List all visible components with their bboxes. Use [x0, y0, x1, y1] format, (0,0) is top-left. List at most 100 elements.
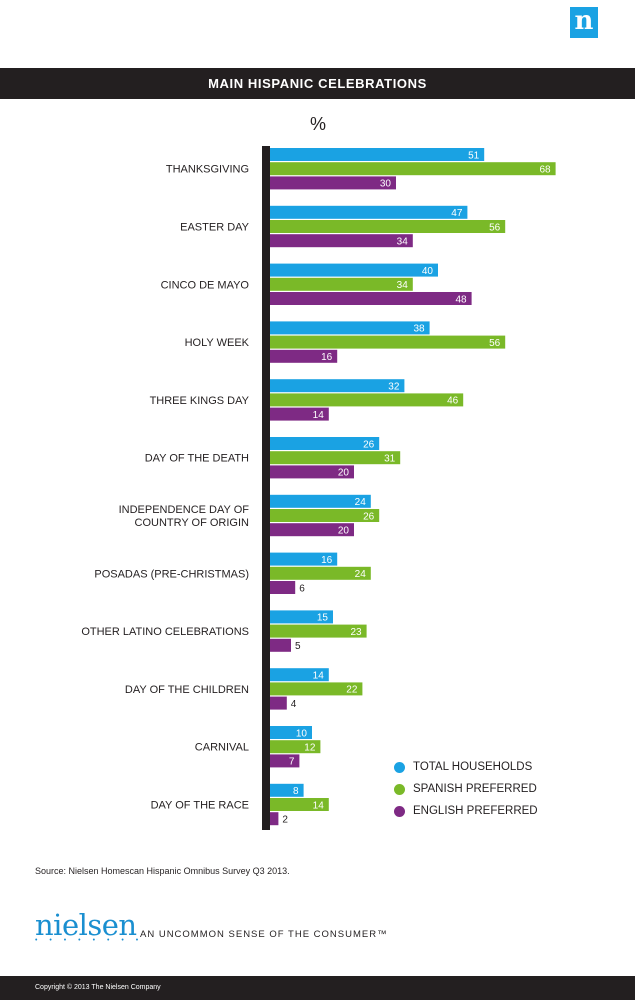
category-label-line: DAY OF THE RACE [151, 800, 249, 812]
data-label: 20 [338, 468, 350, 479]
category-label: THANKSGIVING [166, 164, 249, 176]
bar [270, 292, 472, 305]
bar [270, 349, 338, 363]
bar [270, 726, 312, 739]
data-label: 48 [455, 294, 467, 305]
category-label-line: POSADAS (PRE-CHRISTMAS) [94, 568, 249, 580]
bar [270, 407, 329, 421]
y-axis-line [262, 146, 270, 830]
bar [270, 465, 354, 479]
data-label: 8 [293, 786, 299, 797]
bar [270, 552, 338, 566]
category-label-line: DAY OF THE CHILDREN [125, 684, 249, 696]
data-label: 51 [468, 150, 480, 161]
category-label: DAY OF THE DEATH [145, 453, 249, 465]
category-label-line: DAY OF THE DEATH [145, 453, 249, 465]
category-label-line: CARNIVAL [195, 742, 249, 754]
category-label-line: INDEPENDENCE DAY OF [119, 504, 250, 516]
bar [270, 176, 396, 190]
data-label: 31 [384, 454, 396, 465]
data-label: 4 [291, 699, 297, 710]
legend-dot-spanish [394, 783, 405, 795]
category-label: INDEPENDENCE DAY OF COUNTRY OF ORIGIN [119, 504, 250, 529]
bar [270, 494, 371, 508]
legend-dot-english [394, 805, 405, 817]
bar [270, 451, 401, 465]
category-label-line: CINCO DE MAYO [161, 279, 250, 291]
legend-item-spanish: SPANISH PREFERRED [394, 778, 538, 800]
brand-dots: • • • • • • • • [35, 937, 144, 944]
category-label: EASTER DAY [180, 222, 250, 234]
legend-label-english: ENGLISH PREFERRED [413, 805, 538, 817]
bar [270, 523, 354, 537]
data-label: 68 [539, 165, 551, 176]
data-label: 14 [313, 410, 325, 421]
category-label: DAY OF THE RACE [151, 800, 249, 812]
data-label: 16 [321, 352, 333, 363]
category-label-line: EASTER DAY [180, 222, 250, 234]
data-label: 10 [296, 728, 308, 739]
bar [270, 812, 279, 826]
data-label: 7 [289, 757, 295, 768]
bar [270, 277, 413, 291]
bar [270, 566, 371, 580]
category-label: POSADAS (PRE-CHRISTMAS) [94, 568, 249, 580]
data-label: 14 [313, 800, 325, 811]
bar [270, 624, 367, 638]
bar [270, 220, 506, 233]
data-label: 34 [397, 237, 409, 248]
data-label: 34 [397, 280, 409, 291]
data-label: 56 [489, 338, 501, 349]
legend: TOTAL HOUSEHOLDS SPANISH PREFERRED ENGLI… [394, 756, 538, 822]
category-label-line: COUNTRY OF ORIGIN [135, 517, 250, 529]
source-note: Source: Nielsen Homescan Hispanic Omnibu… [35, 866, 290, 876]
bar [270, 668, 329, 682]
bar [270, 335, 506, 349]
data-label: 38 [413, 324, 425, 335]
category-label: THREE KINGS DAY [150, 395, 250, 407]
bar [270, 783, 304, 797]
category-label: OTHER LATINO CELEBRATIONS [81, 626, 249, 638]
bar [270, 205, 468, 219]
legend-label-total: TOTAL HOUSEHOLDS [413, 761, 533, 773]
data-label: 15 [317, 613, 329, 624]
data-label: 32 [388, 382, 400, 393]
nielsen-wordmark: nielsen • • • • • • • • [35, 910, 143, 944]
category-label: HOLY WEEK [185, 337, 250, 349]
data-label: 47 [451, 208, 463, 219]
copyright-text: Copyright © 2013 The Nielsen Company [35, 984, 161, 991]
category-label: DAY OF THE CHILDREN [125, 684, 249, 696]
category-label-line: THANKSGIVING [166, 164, 249, 176]
data-label: 30 [380, 179, 392, 190]
data-label: 5 [295, 641, 301, 652]
nielsen-n-logo: n [570, 7, 598, 38]
brand-tagline: AN UNCOMMON SENSE OF THE CONSUMER™ [140, 929, 388, 940]
data-label: 46 [447, 396, 459, 407]
bar [270, 798, 329, 811]
data-label: 6 [299, 583, 305, 594]
chart-title: MAIN HISPANIC CELEBRATIONS [0, 68, 635, 99]
bar [270, 696, 287, 710]
data-label: 16 [321, 555, 333, 566]
bar [270, 263, 438, 277]
bar [270, 610, 333, 624]
data-label: 14 [313, 671, 325, 682]
bar [270, 682, 363, 696]
data-label: 56 [489, 222, 501, 233]
bar [270, 437, 380, 450]
data-label: 12 [304, 743, 316, 754]
bar [270, 638, 291, 652]
data-label: 2 [282, 815, 288, 826]
category-label: CARNIVAL [195, 742, 249, 754]
data-label: 24 [355, 569, 367, 580]
legend-label-spanish: SPANISH PREFERRED [413, 783, 537, 795]
category-label-line: THREE KINGS DAY [150, 395, 250, 407]
bar [270, 162, 556, 176]
category-label: CINCO DE MAYO [161, 279, 250, 291]
data-label: 22 [346, 685, 358, 696]
data-label: 23 [350, 627, 362, 638]
data-label: 40 [422, 266, 434, 277]
data-label: 26 [363, 511, 375, 522]
footer-bar: Copyright © 2013 The Nielsen Company [0, 976, 635, 1000]
